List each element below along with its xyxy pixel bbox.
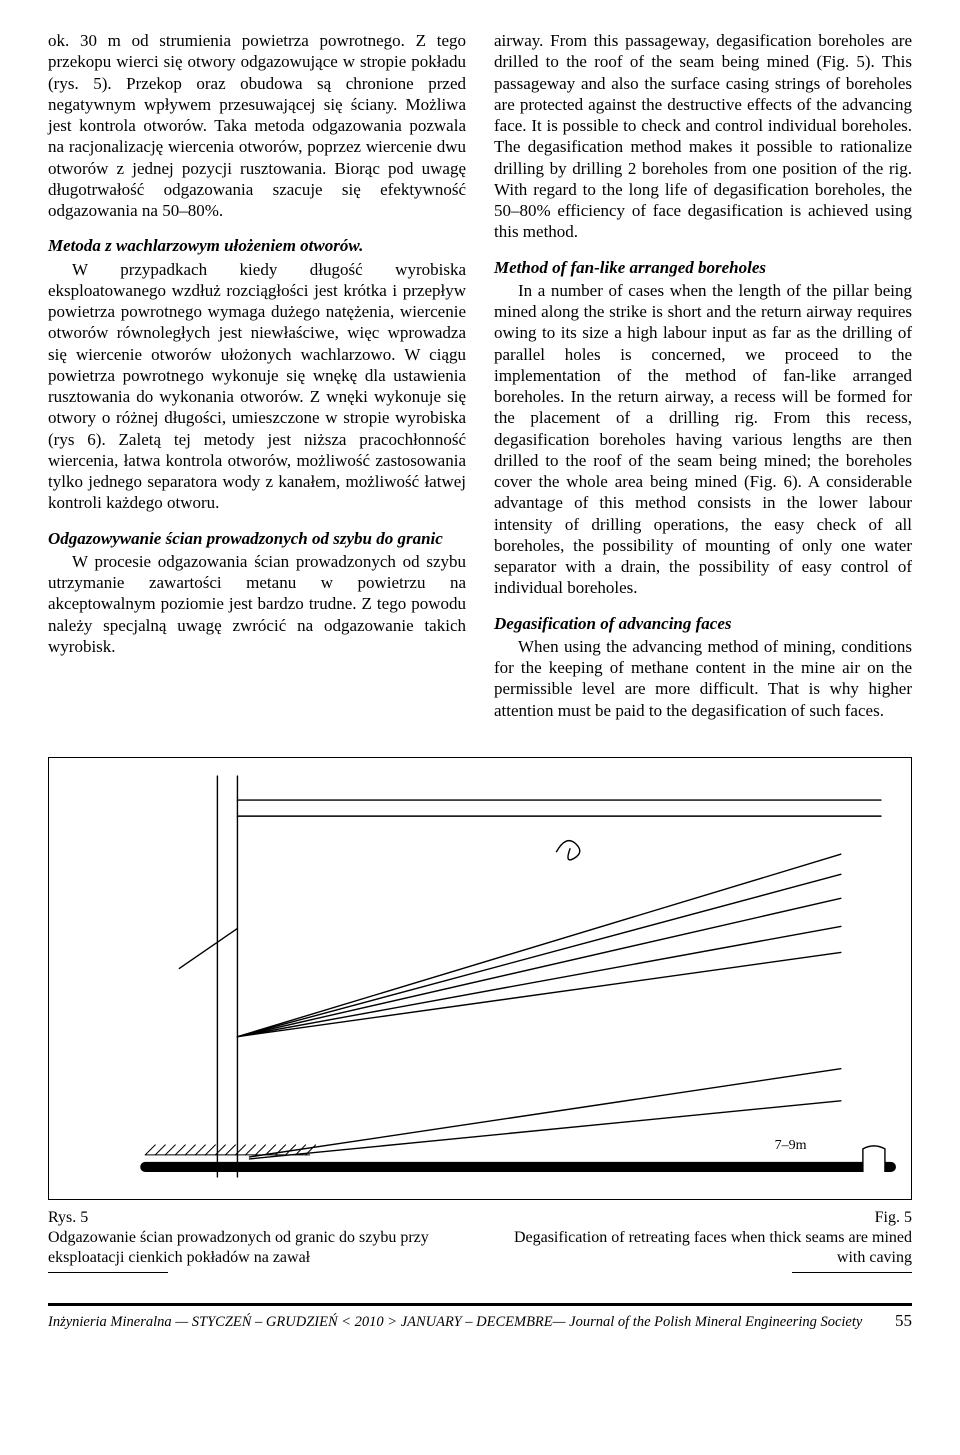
caption-left: Rys. 5 Odgazowanie ścian prowadzonych od… xyxy=(48,1208,460,1268)
left-column: ok. 30 m od strumienia powietrza powrotn… xyxy=(48,30,466,735)
figure-5-svg: 7–9m xyxy=(49,758,911,1199)
right-column: airway. From this passageway, degasifica… xyxy=(494,30,912,735)
caption-left-text: Odgazowanie ścian prowadzonych od granic… xyxy=(48,1229,429,1266)
svg-text:7–9m: 7–9m xyxy=(775,1137,807,1153)
caption-rule-left xyxy=(48,1272,168,1273)
caption-right-no: Fig. 5 xyxy=(875,1209,912,1226)
caption-left-no: Rys. 5 xyxy=(48,1209,88,1226)
caption-right-text: Degasification of retreating faces when … xyxy=(514,1229,912,1266)
right-sec2-title: Method of fan-like arranged boreholes xyxy=(494,257,912,278)
body-columns: ok. 30 m od strumienia powietrza powrotn… xyxy=(48,30,912,735)
footer: Inżynieria Mineralna — STYCZEŃ – GRUDZIE… xyxy=(48,1303,912,1331)
footer-line: Inżynieria Mineralna — STYCZEŃ – GRUDZIE… xyxy=(48,1310,912,1331)
footer-text: Inżynieria Mineralna — STYCZEŃ – GRUDZIE… xyxy=(48,1313,862,1331)
figure-5: 7–9m xyxy=(48,757,912,1200)
right-sec3-title: Degasification of advancing faces xyxy=(494,613,912,634)
left-sec2-body: W przypadkach kiedy długość wyrobiska ek… xyxy=(48,259,466,514)
right-sec3-body: When using the advancing method of minin… xyxy=(494,636,912,721)
right-sec2-body: In a number of cases when the length of … xyxy=(494,280,912,599)
footer-journal-en: Journal of the Polish Mineral Engineerin… xyxy=(569,1314,862,1330)
footer-page-number: 55 xyxy=(895,1310,912,1331)
right-para-1: airway. From this passageway, degasifica… xyxy=(494,30,912,243)
caption-rule-right xyxy=(792,1272,912,1273)
left-para-1: ok. 30 m od strumienia powietrza powrotn… xyxy=(48,30,466,221)
left-sec3-body: W procesie odgazowania ścian prowadzonyc… xyxy=(48,551,466,657)
footer-journal-it: Inżynieria Mineralna xyxy=(48,1314,172,1330)
footer-span: — STYCZEŃ – GRUDZIEŃ < 2010 > JANUARY – … xyxy=(172,1314,570,1330)
left-sec3-title: Odgazowywanie ścian prowadzonych od szyb… xyxy=(48,528,466,549)
figure-5-caption: Rys. 5 Odgazowanie ścian prowadzonych od… xyxy=(48,1208,912,1268)
left-sec2-title: Metoda z wachlarzowym ułożeniem otworów. xyxy=(48,235,466,256)
caption-rules xyxy=(48,1272,912,1273)
caption-right: Fig. 5 Degasification of retreating face… xyxy=(500,1208,912,1268)
